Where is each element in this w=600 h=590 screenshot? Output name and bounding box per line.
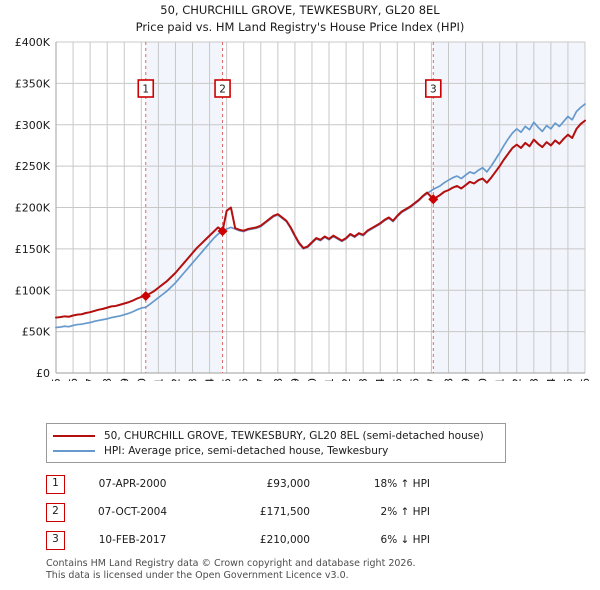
x-axis-tick-label: 2024 — [545, 378, 558, 381]
x-axis-tick-label: 2000 — [135, 378, 148, 381]
transaction-price-2: £171,500 — [259, 506, 310, 518]
x-axis-tick-label: 2021 — [494, 378, 507, 381]
marker-badge-1: 1 — [46, 474, 65, 494]
transaction-hpi-3: 6% ↓ HPI — [380, 534, 430, 546]
transactions-table: 1 07-APR-2000 £93,000 18% ↑ HPI 2 07-OCT… — [46, 470, 466, 554]
legend-item-property: 50, CHURCHILL GROVE, TEWKESBURY, GL20 8E… — [53, 428, 499, 443]
x-axis-tick-label: 2003 — [187, 378, 200, 381]
y-axis-tick-label: £250K — [15, 160, 51, 173]
y-axis-tick-label: £300K — [15, 119, 51, 132]
x-axis-tick-label: 2004 — [204, 378, 217, 381]
x-axis-tick-label: 1996 — [67, 378, 80, 381]
transaction-date-3: 10-FEB-2017 — [98, 534, 167, 546]
x-axis-tick-label: 2008 — [272, 378, 285, 381]
footer-line-2: This data is licensed under the Open Gov… — [46, 570, 349, 581]
marker-badge-label: 2 — [219, 84, 226, 96]
x-axis-tick-label: 2006 — [238, 378, 251, 381]
table-row: 2 07-OCT-2004 £171,500 2% ↑ HPI — [46, 498, 466, 526]
marker-badge-box — [424, 79, 442, 98]
x-axis-tick-label: 1995 — [50, 378, 63, 381]
x-axis-tick-label: 2001 — [152, 378, 165, 381]
table-row: 3 10-FEB-2017 £210,000 6% ↓ HPI — [46, 526, 466, 554]
y-axis-tick-label: £400K — [15, 36, 51, 49]
title-line-1: 50, CHURCHILL GROVE, TEWKESBURY, GL20 8E… — [160, 3, 440, 17]
chart-legend: 50, CHURCHILL GROVE, TEWKESBURY, GL20 8E… — [46, 423, 506, 463]
footer-line-1: Contains HM Land Registry data © Crown c… — [46, 558, 416, 569]
transaction-price-1: £93,000 — [266, 478, 310, 490]
y-axis-tick-label: £200K — [15, 202, 51, 215]
x-axis-tick-label: 2025 — [562, 378, 575, 381]
x-axis-tick-label: 2009 — [289, 378, 302, 381]
marker-badge-3: 3 — [46, 530, 65, 550]
x-axis-tick-label: 1999 — [118, 378, 131, 381]
y-axis-tick-label: £0 — [36, 367, 50, 380]
x-axis-tick-label: 2023 — [528, 378, 541, 381]
x-axis-tick-label: 2002 — [170, 378, 183, 381]
page-title: 50, CHURCHILL GROVE, TEWKESBURY, GL20 8E… — [0, 2, 600, 36]
x-axis-tick-label: 1997 — [84, 378, 97, 381]
x-axis-tick-label: 2007 — [255, 378, 268, 381]
chart-svg: £0 £50K £100K £150K £200K £250K £300K £350K £400… — [15, 36, 592, 381]
x-axis-tick-label: 2019 — [460, 378, 473, 381]
marker-badge-2: 2 — [46, 502, 65, 522]
copyright-footer: Contains HM Land Registry data © Crown c… — [46, 558, 586, 582]
y-axis-tick-label: £50K — [22, 326, 51, 339]
transaction-hpi-1: 18% ↑ HPI — [373, 478, 430, 490]
transaction-date-1: 07-APR-2000 — [98, 478, 167, 490]
legend-label-property: 50, CHURCHILL GROVE, TEWKESBURY, GL20 8E… — [104, 429, 484, 442]
x-axis-tick-label: 2011 — [323, 378, 336, 381]
table-row: 1 07-APR-2000 £93,000 18% ↑ HPI — [46, 470, 466, 498]
x-axis-tick-label: 2012 — [340, 378, 353, 381]
y-axis-tick-label: £100K — [15, 284, 51, 297]
transaction-price-3: £210,000 — [259, 534, 310, 546]
sale-point-marker — [217, 226, 228, 237]
x-axis-tick-label: 2015 — [391, 378, 404, 381]
title-line-2: Price paid vs. HM Land Registry's House … — [135, 20, 465, 34]
x-axis-tick-label: 2018 — [443, 378, 456, 381]
y-axis-tick-label: £350K — [15, 77, 51, 90]
sale-point-marker — [140, 291, 151, 302]
x-axis-tick-label: 2020 — [477, 378, 490, 381]
marker-badge-box — [137, 79, 155, 98]
x-axis-tick-label: 2022 — [511, 378, 524, 381]
x-axis-tick-label: 2026 — [579, 378, 592, 381]
transaction-date-2: 07-OCT-2004 — [98, 506, 167, 518]
marker-badge-label: 1 — [142, 84, 149, 96]
legend-swatch-hpi — [53, 449, 95, 452]
legend-label-hpi: HPI: Average price, semi-detached house,… — [104, 444, 389, 457]
transaction-hpi-2: 2% ↑ HPI — [380, 506, 430, 518]
x-axis-tick-label: 2010 — [306, 378, 319, 381]
x-axis-tick-label: 2005 — [221, 378, 234, 381]
x-axis-tick-label: 2014 — [374, 378, 387, 381]
marker-badge-box — [214, 79, 231, 98]
price-history-chart: £0 £50K £100K £150K £200K £250K £300K £350K £400… — [0, 36, 600, 381]
x-axis-tick-label: 2013 — [357, 378, 370, 381]
legend-item-hpi: HPI: Average price, semi-detached house,… — [53, 443, 499, 458]
legend-swatch-property — [53, 434, 95, 437]
marker-badge-label: 3 — [430, 84, 437, 96]
x-axis-tick-label: 1998 — [101, 378, 114, 381]
y-axis-tick-label: £150K — [15, 243, 51, 256]
sale-point-marker — [428, 194, 439, 205]
x-axis-tick-label: 2016 — [408, 378, 421, 381]
x-axis-tick-label: 2017 — [425, 378, 438, 381]
